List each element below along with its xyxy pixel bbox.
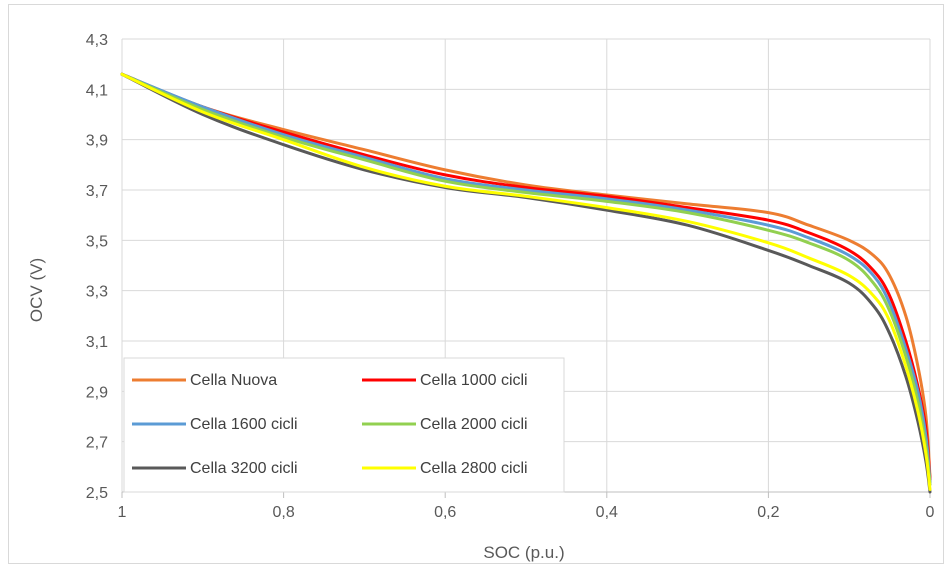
- series-line-1: [120, 72, 932, 481]
- legend-label: Cella 3200 cicli: [190, 460, 298, 477]
- y-tick-label: 2,7: [86, 435, 108, 452]
- legend-label: Cella 1600 cicli: [190, 416, 298, 433]
- y-tick-label: 3,9: [86, 133, 108, 150]
- legend-label: Cella 2800 cicli: [420, 460, 528, 477]
- y-tick-label: 3,5: [86, 233, 108, 250]
- x-tick-label: 0,4: [596, 504, 618, 521]
- legend-label: Cella Nuova: [190, 372, 277, 389]
- x-tick-label: 0,2: [757, 504, 779, 521]
- series-line-0: [120, 72, 932, 479]
- y-tick-label: 3,7: [86, 183, 108, 200]
- legend-box: [123, 357, 565, 493]
- series-lines: [120, 72, 932, 494]
- x-axis-title: SOC (p.u.): [483, 543, 564, 562]
- legend-label: Cella 2000 cicli: [420, 416, 528, 433]
- legend: Cella Nuova Cella 1000 cicli Cella 1600 ci…: [123, 357, 565, 493]
- y-tick-label: 2,5: [86, 485, 108, 502]
- series-line-5: [120, 72, 932, 491]
- x-tick-label: 0: [926, 504, 935, 521]
- y-tick-label: 4,1: [86, 82, 108, 99]
- series-line-3: [120, 72, 932, 486]
- y-tick-label: 3,3: [86, 284, 108, 301]
- legend-label: Cella 1000 cicli: [420, 372, 528, 389]
- x-tick-label: 1: [118, 504, 127, 521]
- y-axis-title: OCV (V): [27, 258, 46, 322]
- y-tick-label: 3,1: [86, 334, 108, 351]
- x-tick-label: 0,6: [434, 504, 456, 521]
- series-line-2: [120, 72, 932, 484]
- x-tick-label: 0,8: [272, 504, 294, 521]
- series-line-4: [120, 72, 932, 494]
- y-tick-label: 2,9: [86, 384, 108, 401]
- y-tick-label: 4,3: [86, 32, 108, 49]
